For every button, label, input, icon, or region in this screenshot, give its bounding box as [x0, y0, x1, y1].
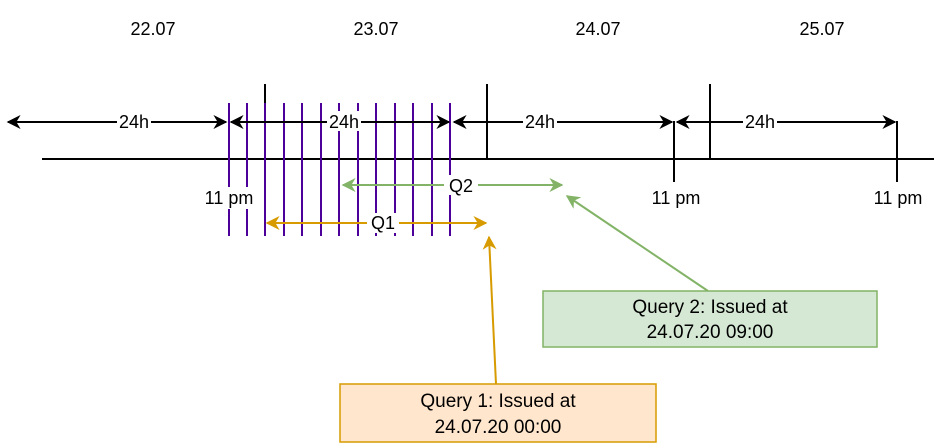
interval-label-4: 24h [745, 112, 775, 132]
query1-pointer-arrow [489, 237, 496, 384]
time-label-11pm-23: 11 pm [205, 188, 254, 208]
time-label-11pm-24: 11 pm [652, 188, 701, 208]
interval-label-1: 24h [119, 112, 149, 132]
date-label-23: 23.07 [353, 19, 398, 39]
query1-line2: 24.07.20 00:00 [435, 417, 562, 438]
date-label-25: 25.07 [799, 19, 844, 39]
date-label-22: 22.07 [130, 19, 175, 39]
q2-label: Q2 [449, 176, 473, 196]
query2-pointer-arrow [567, 196, 708, 291]
q1-label: Q1 [371, 213, 395, 233]
time-label-11pm-25: 11 pm [874, 188, 923, 208]
query2-line2: 24.07.20 09:00 [647, 322, 774, 343]
date-label-24: 24.07 [575, 19, 620, 39]
query1-line1: Query 1: Issued at [420, 391, 576, 412]
interval-label-2: 24h [329, 112, 359, 132]
interval-label-3: 24h [525, 112, 555, 132]
query2-line1: Query 2: Issued at [632, 297, 788, 318]
